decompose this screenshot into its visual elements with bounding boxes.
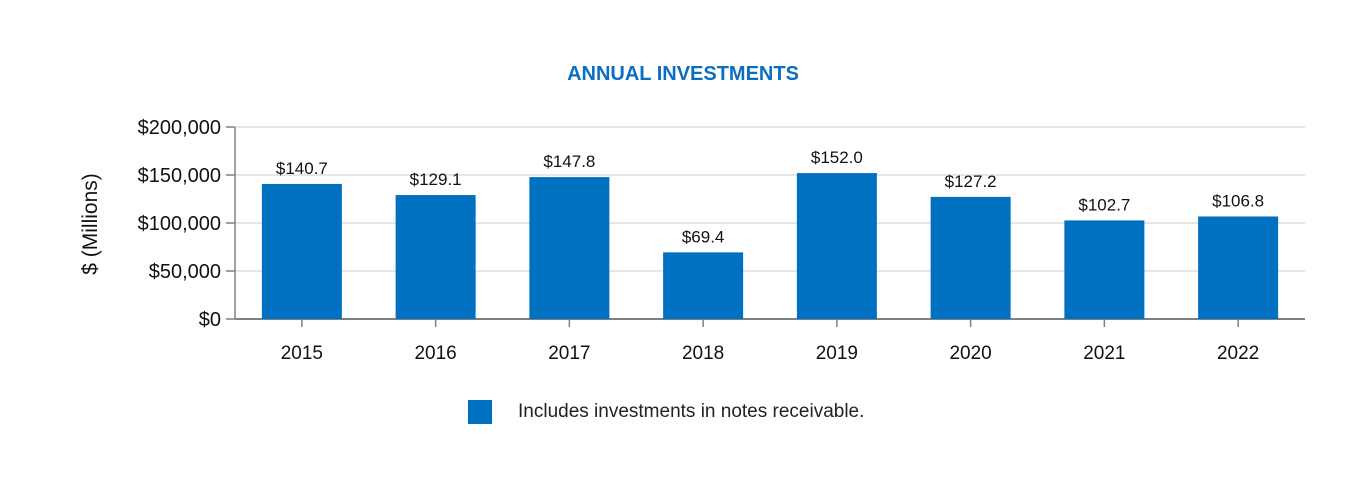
x-tick-label: 2015 [281, 343, 323, 364]
x-tick-label: 2021 [1083, 343, 1125, 364]
y-tick-label: $200,000 [138, 117, 221, 139]
data-label: $147.8 [543, 152, 595, 171]
bar-2018 [663, 252, 744, 319]
data-label: $129.1 [410, 170, 462, 189]
y-tick-label: $50,000 [149, 261, 221, 283]
data-label: $127.2 [945, 172, 997, 191]
bar-2016 [395, 195, 476, 319]
y-tick-label: $100,000 [138, 213, 221, 235]
x-tick-label: 2020 [949, 343, 991, 364]
bar-2022 [1198, 216, 1279, 319]
data-label: $140.7 [276, 159, 328, 178]
y-tick-label: $150,000 [138, 165, 221, 187]
bar-2020 [930, 196, 1011, 319]
legend-swatch [468, 400, 492, 424]
x-tick-label: 2017 [548, 343, 590, 364]
legend-label: Includes investments in notes receivable… [518, 401, 865, 422]
bar-2019 [796, 173, 877, 319]
data-label: $69.4 [682, 227, 725, 246]
x-tick-label: 2018 [682, 343, 724, 364]
y-tick-label: $0 [199, 309, 221, 331]
bar-2017 [529, 177, 610, 319]
legend: Includes investments in notes receivable… [468, 400, 864, 424]
data-label: $106.8 [1212, 191, 1264, 210]
data-label: $102.7 [1078, 195, 1130, 214]
y-axis-label: $ (Millions) [79, 173, 102, 275]
x-tick-label: 2016 [414, 343, 456, 364]
chart-title: ANNUAL INVESTMENTS [567, 63, 799, 85]
bar-2021 [1064, 220, 1145, 319]
x-tick-label: 2019 [816, 343, 858, 364]
data-label: $152.0 [811, 148, 863, 167]
x-tick-label: 2022 [1217, 343, 1259, 364]
bar-2015 [261, 183, 342, 319]
